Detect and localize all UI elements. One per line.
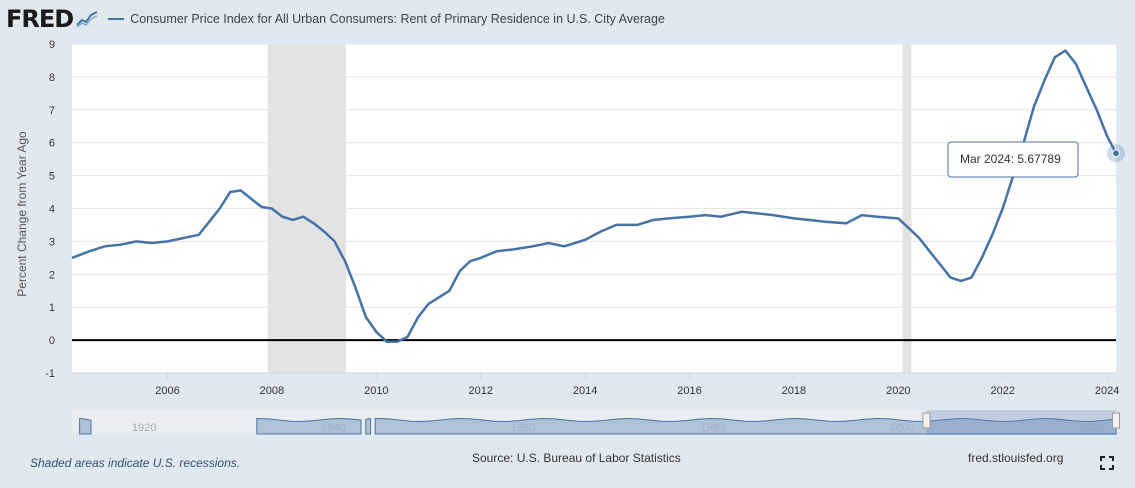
x-tick-label: 2006 (155, 385, 179, 397)
y-tick-label: 8 (49, 72, 55, 84)
navigator-handle-right[interactable] (1112, 412, 1120, 429)
grid-lines (72, 43, 1116, 374)
range-navigator[interactable]: 192019401960198020002020 (72, 410, 1120, 435)
hover-point (1112, 149, 1120, 158)
x-tick-label: 2014 (573, 385, 597, 397)
fullscreen-icon[interactable] (1100, 456, 1114, 470)
y-tick-label: 6 (49, 138, 55, 150)
x-tick-label: 2018 (782, 385, 806, 397)
tooltip-value: 5.67789 (1017, 152, 1061, 166)
hover-marker (1107, 144, 1125, 163)
tooltip: Mar 2024: 5.67789 (947, 141, 1079, 178)
chart-header: FRED Consumer Price Index for All Urban … (6, 5, 665, 33)
fred-logo[interactable]: FRED (6, 5, 74, 33)
y-tick-label: 2 (49, 269, 55, 281)
y-axis-ticks: -1 0 1 2 3 4 5 6 7 8 9 (45, 39, 55, 380)
x-tick-label: 2024 (1095, 385, 1119, 397)
navigator-handle-left[interactable] (922, 412, 931, 429)
x-tick-label: 2010 (364, 385, 388, 397)
y-tick-label: -1 (45, 368, 55, 380)
y-tick-label: 0 (49, 335, 55, 347)
recession-note: Shaded areas indicate U.S. recessions. (30, 456, 241, 470)
svg-text:Mar 2024: 5.67789: Mar 2024: 5.67789 (960, 152, 1061, 166)
series-line[interactable] (71, 48, 1118, 343)
legend-line-swatch (108, 18, 125, 20)
y-tick-label: 9 (49, 39, 55, 51)
source-text: Source: U.S. Bureau of Labor Statistics (472, 451, 681, 465)
x-tick-label: 2016 (677, 385, 701, 397)
navigator-selection[interactable] (926, 410, 1116, 435)
y-tick-label: 4 (49, 204, 55, 216)
fred-chart-icon (76, 10, 99, 28)
y-tick-label: 3 (49, 236, 55, 248)
tooltip-label: Mar 2024: (960, 152, 1017, 166)
x-tick-label: 2008 (260, 385, 284, 397)
y-tick-label: 1 (49, 302, 55, 314)
y-tick-label: 7 (49, 105, 55, 117)
site-link[interactable]: fred.stlouisfed.org (968, 451, 1064, 465)
navigator-year-label: 1920 (132, 422, 156, 434)
x-axis-ticks: 2006 2008 2010 2012 2014 2016 2018 2020 2022 2024 (72, 372, 1119, 397)
x-tick-label: 2022 (990, 385, 1014, 397)
series-title: Consumer Price Index for All Urban Consu… (130, 12, 665, 26)
line-chart: -1 0 1 2 3 4 5 6 7 8 9 2006 2008 2010 2012 2014 2016 201… (15, 39, 1125, 435)
navigator-area (79, 417, 1117, 435)
y-axis-label: Percent Change from Year Ago (15, 131, 29, 297)
x-tick-label: 2012 (468, 385, 492, 397)
x-tick-label: 2020 (886, 385, 910, 397)
tooltip-box (947, 141, 1079, 178)
y-tick-label: 5 (49, 171, 55, 183)
